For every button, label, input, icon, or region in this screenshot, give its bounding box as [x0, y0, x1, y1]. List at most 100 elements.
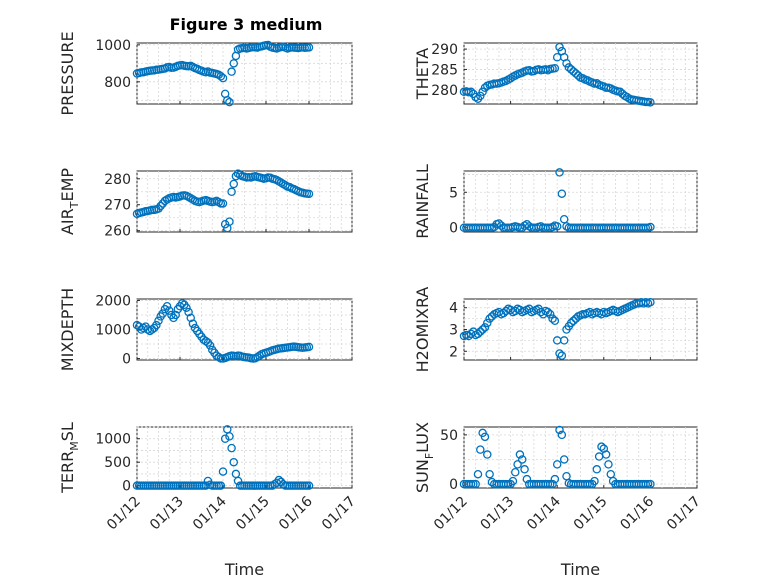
data-point: [471, 479, 480, 489]
data-point: [601, 450, 611, 459]
data-point: [162, 302, 172, 311]
y-tick-label: 1000: [95, 432, 131, 448]
data-point: [597, 442, 606, 451]
y-axis-label: SUNFLUX: [413, 422, 436, 493]
data-point: [543, 307, 553, 317]
data-point: [184, 307, 193, 317]
x-tick-label: 01/14: [190, 493, 230, 533]
y-tick-label: 2000: [95, 293, 131, 309]
data-point: [548, 479, 557, 489]
y-axis-label: PRESSURE: [58, 31, 77, 115]
data-point: [304, 342, 314, 352]
data-point: [476, 445, 485, 454]
data-point: [227, 443, 236, 453]
data-point: [641, 97, 650, 107]
data-point: [471, 92, 480, 102]
y-axis-label: AIRTEMP: [58, 168, 81, 235]
panel-mixdepth: 0 1000 2000 MIXDEPTH: [58, 288, 353, 371]
data-point: [147, 325, 157, 334]
data-point: [550, 474, 560, 484]
data-point: [552, 460, 562, 469]
data-point: [557, 351, 567, 360]
data-point: [304, 481, 314, 490]
data-point: [473, 469, 483, 479]
data-point: [229, 59, 238, 68]
data-point: [225, 432, 234, 441]
data-point: [511, 468, 520, 477]
data-point: [304, 43, 314, 52]
data-point: [186, 313, 195, 323]
data-point: [214, 352, 223, 362]
x-tick-label: 01/15: [233, 494, 273, 534]
data-point: [218, 467, 228, 476]
data-point: [550, 63, 560, 73]
data-point: [483, 450, 492, 459]
data-point: [583, 479, 592, 489]
y-tick-label: 270: [104, 198, 131, 214]
panel-air-temp: 260 270 280 AIRTEMP: [58, 168, 353, 240]
y-tick-label: 500: [104, 455, 131, 471]
data-point: [559, 336, 569, 345]
data-point: [513, 460, 522, 469]
data-point: [555, 349, 564, 358]
data-point: [476, 327, 485, 336]
data-point: [566, 318, 576, 328]
y-tick-label: 290: [431, 42, 458, 58]
data-point: [480, 432, 490, 442]
data-point: [177, 299, 187, 308]
data-point: [274, 475, 284, 485]
data-point: [231, 171, 241, 181]
x-tick-label: 01/12: [431, 494, 471, 534]
y-tick-label: 280: [104, 172, 131, 188]
panel-pressure: 800 1000 PRESSURE: [58, 31, 353, 116]
panel-h2omixra: 2 3 4 H2OMIXRA: [413, 287, 698, 373]
y-tick-label: 5: [449, 185, 458, 201]
data-point: [641, 479, 650, 489]
data-point: [515, 223, 525, 232]
data-point: [227, 187, 236, 197]
data-point: [164, 306, 174, 315]
figure-title: Figure 3 medium: [170, 15, 323, 34]
data-point: [152, 320, 161, 330]
data-point: [552, 222, 562, 231]
data-point: [543, 479, 553, 489]
data-point: [646, 222, 655, 232]
y-tick-label: 50: [440, 428, 458, 444]
x-tick-label: 01/17: [664, 494, 704, 534]
panel-terr-msl: 01/12 01/13 01/14 01/15 01/16 01/17 0 500 1000 TE…: [58, 422, 359, 579]
x-tick-label: 01/16: [276, 493, 316, 533]
y-axis-label: THETA: [413, 48, 432, 100]
data-point: [485, 223, 494, 232]
y-axis-label: TERRMSL: [58, 422, 81, 494]
y-tick-label: 0: [122, 352, 131, 368]
data-point: [555, 168, 564, 177]
data-point: [590, 476, 599, 486]
data-point: [485, 314, 494, 323]
data-point: [555, 425, 564, 435]
data-point: [466, 87, 476, 97]
x-tick-label: 01/15: [571, 494, 611, 534]
y-tick-label: 2: [449, 344, 458, 360]
axes-pressure: [136, 42, 353, 105]
x-axis-label: Time: [224, 560, 264, 579]
data-point: [478, 325, 487, 334]
y-tick-label: 0: [449, 221, 458, 237]
data-point: [646, 479, 655, 489]
data-point: [483, 318, 492, 328]
x-tick-label: 01/16: [617, 493, 657, 533]
x-tick-label: 01/17: [319, 494, 359, 534]
data-point: [641, 223, 650, 232]
data-point: [480, 323, 490, 332]
x-axis-label: Time: [560, 560, 600, 579]
data-point: [201, 481, 211, 490]
data-point: [622, 92, 632, 102]
y-axis-label: H2OMIXRA: [413, 287, 432, 373]
data-point: [555, 42, 564, 52]
data-point: [604, 460, 613, 469]
data-point: [216, 72, 226, 81]
data-point: [216, 481, 226, 490]
data-point: [545, 479, 555, 489]
data-point: [478, 87, 487, 97]
data-point: [466, 479, 476, 489]
